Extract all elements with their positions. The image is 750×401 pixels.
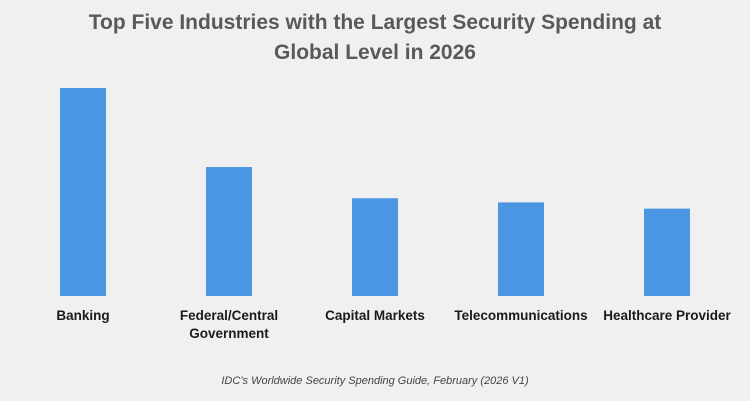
bar-4 <box>644 208 690 296</box>
bar-2 <box>352 198 398 296</box>
bars-layer <box>60 88 690 296</box>
category-label-1-line-1: Government <box>189 326 269 341</box>
category-label-0-line-0: Banking <box>56 308 109 323</box>
category-label-1: Federal/Central Government <box>180 308 278 341</box>
source-note: IDC’s Worldwide Security Spending Guide,… <box>221 375 529 387</box>
category-label-0: Banking <box>56 308 109 323</box>
chart-title-line-1: Top Five Industries with the Largest Sec… <box>88 11 662 34</box>
category-label-4: Healthcare Provider <box>603 308 731 323</box>
category-label-3: Telecommunications <box>454 308 587 323</box>
chart-title: Top Five Industries with the Largest Sec… <box>40 8 710 68</box>
bar-3 <box>498 202 544 296</box>
category-label-2: Capital Markets <box>325 308 425 323</box>
category-label-4-line-0: Healthcare Provider <box>603 308 731 323</box>
category-label-2-line-0: Capital Markets <box>325 308 425 323</box>
chart-title-line-2: Global Level in 2026 <box>274 41 476 64</box>
bar-0 <box>60 88 106 296</box>
category-label-3-line-0: Telecommunications <box>454 308 587 323</box>
category-label-1-line-0: Federal/Central <box>180 308 278 323</box>
category-labels: Banking Federal/Central Government Capital … <box>56 308 731 341</box>
bar-1 <box>206 167 252 296</box>
